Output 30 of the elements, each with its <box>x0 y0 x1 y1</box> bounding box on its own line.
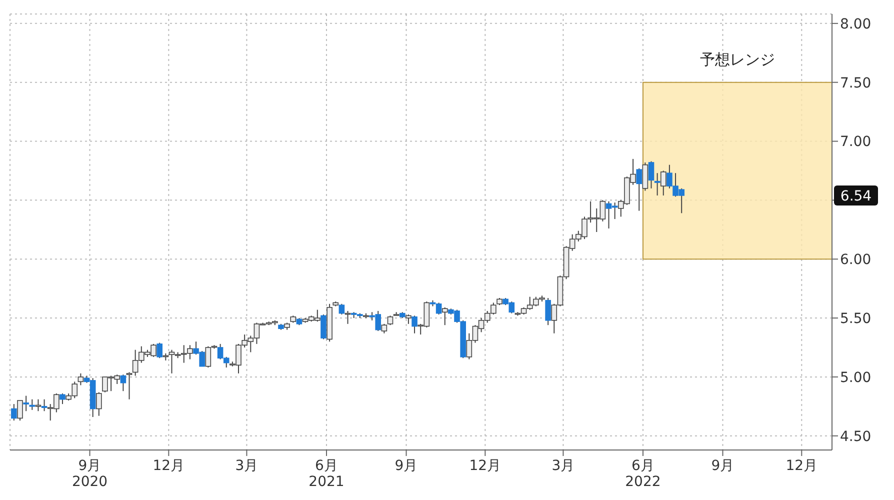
text: 6.54 <box>840 188 872 204</box>
candlestick <box>442 306 448 326</box>
y-tick-label: 4.50 <box>840 428 872 445</box>
x-tick-label: 12月 <box>786 458 818 474</box>
y-tick-label: 8.00 <box>840 16 872 32</box>
x-tick-label: 12月 <box>152 458 185 474</box>
x-tick-label: 12月 <box>469 458 502 474</box>
x-tick-label: 9月 <box>711 458 734 474</box>
x-tick-label: 3月 <box>552 458 575 474</box>
x-tick-label: 6月 2022 <box>625 458 661 490</box>
candlestick <box>642 162 648 192</box>
y-tick-label: 5.50 <box>840 310 872 327</box>
y-tick-label: 7.50 <box>840 75 872 92</box>
x-tick-label: 9月 <box>394 458 418 474</box>
candlestick <box>35 398 42 412</box>
candlestick <box>406 314 412 324</box>
y-tick-label: 5.00 <box>840 370 872 386</box>
band-label: 予想レンジ <box>700 50 775 68</box>
candlestick <box>126 372 132 400</box>
candlestick <box>96 392 102 416</box>
candlestick <box>78 372 84 386</box>
x-tick-label: 3月 <box>235 458 258 474</box>
candlestick <box>381 323 388 334</box>
candlestick <box>387 315 394 326</box>
y-tick-label: 6.00 <box>840 252 872 268</box>
candlestick <box>17 400 23 422</box>
y-tick-label: 7.00 <box>840 134 872 150</box>
x-tick-label: 6月 2021 <box>308 458 344 490</box>
x-tick-label: 9月 2020 <box>72 458 108 490</box>
candlestick <box>660 170 666 196</box>
